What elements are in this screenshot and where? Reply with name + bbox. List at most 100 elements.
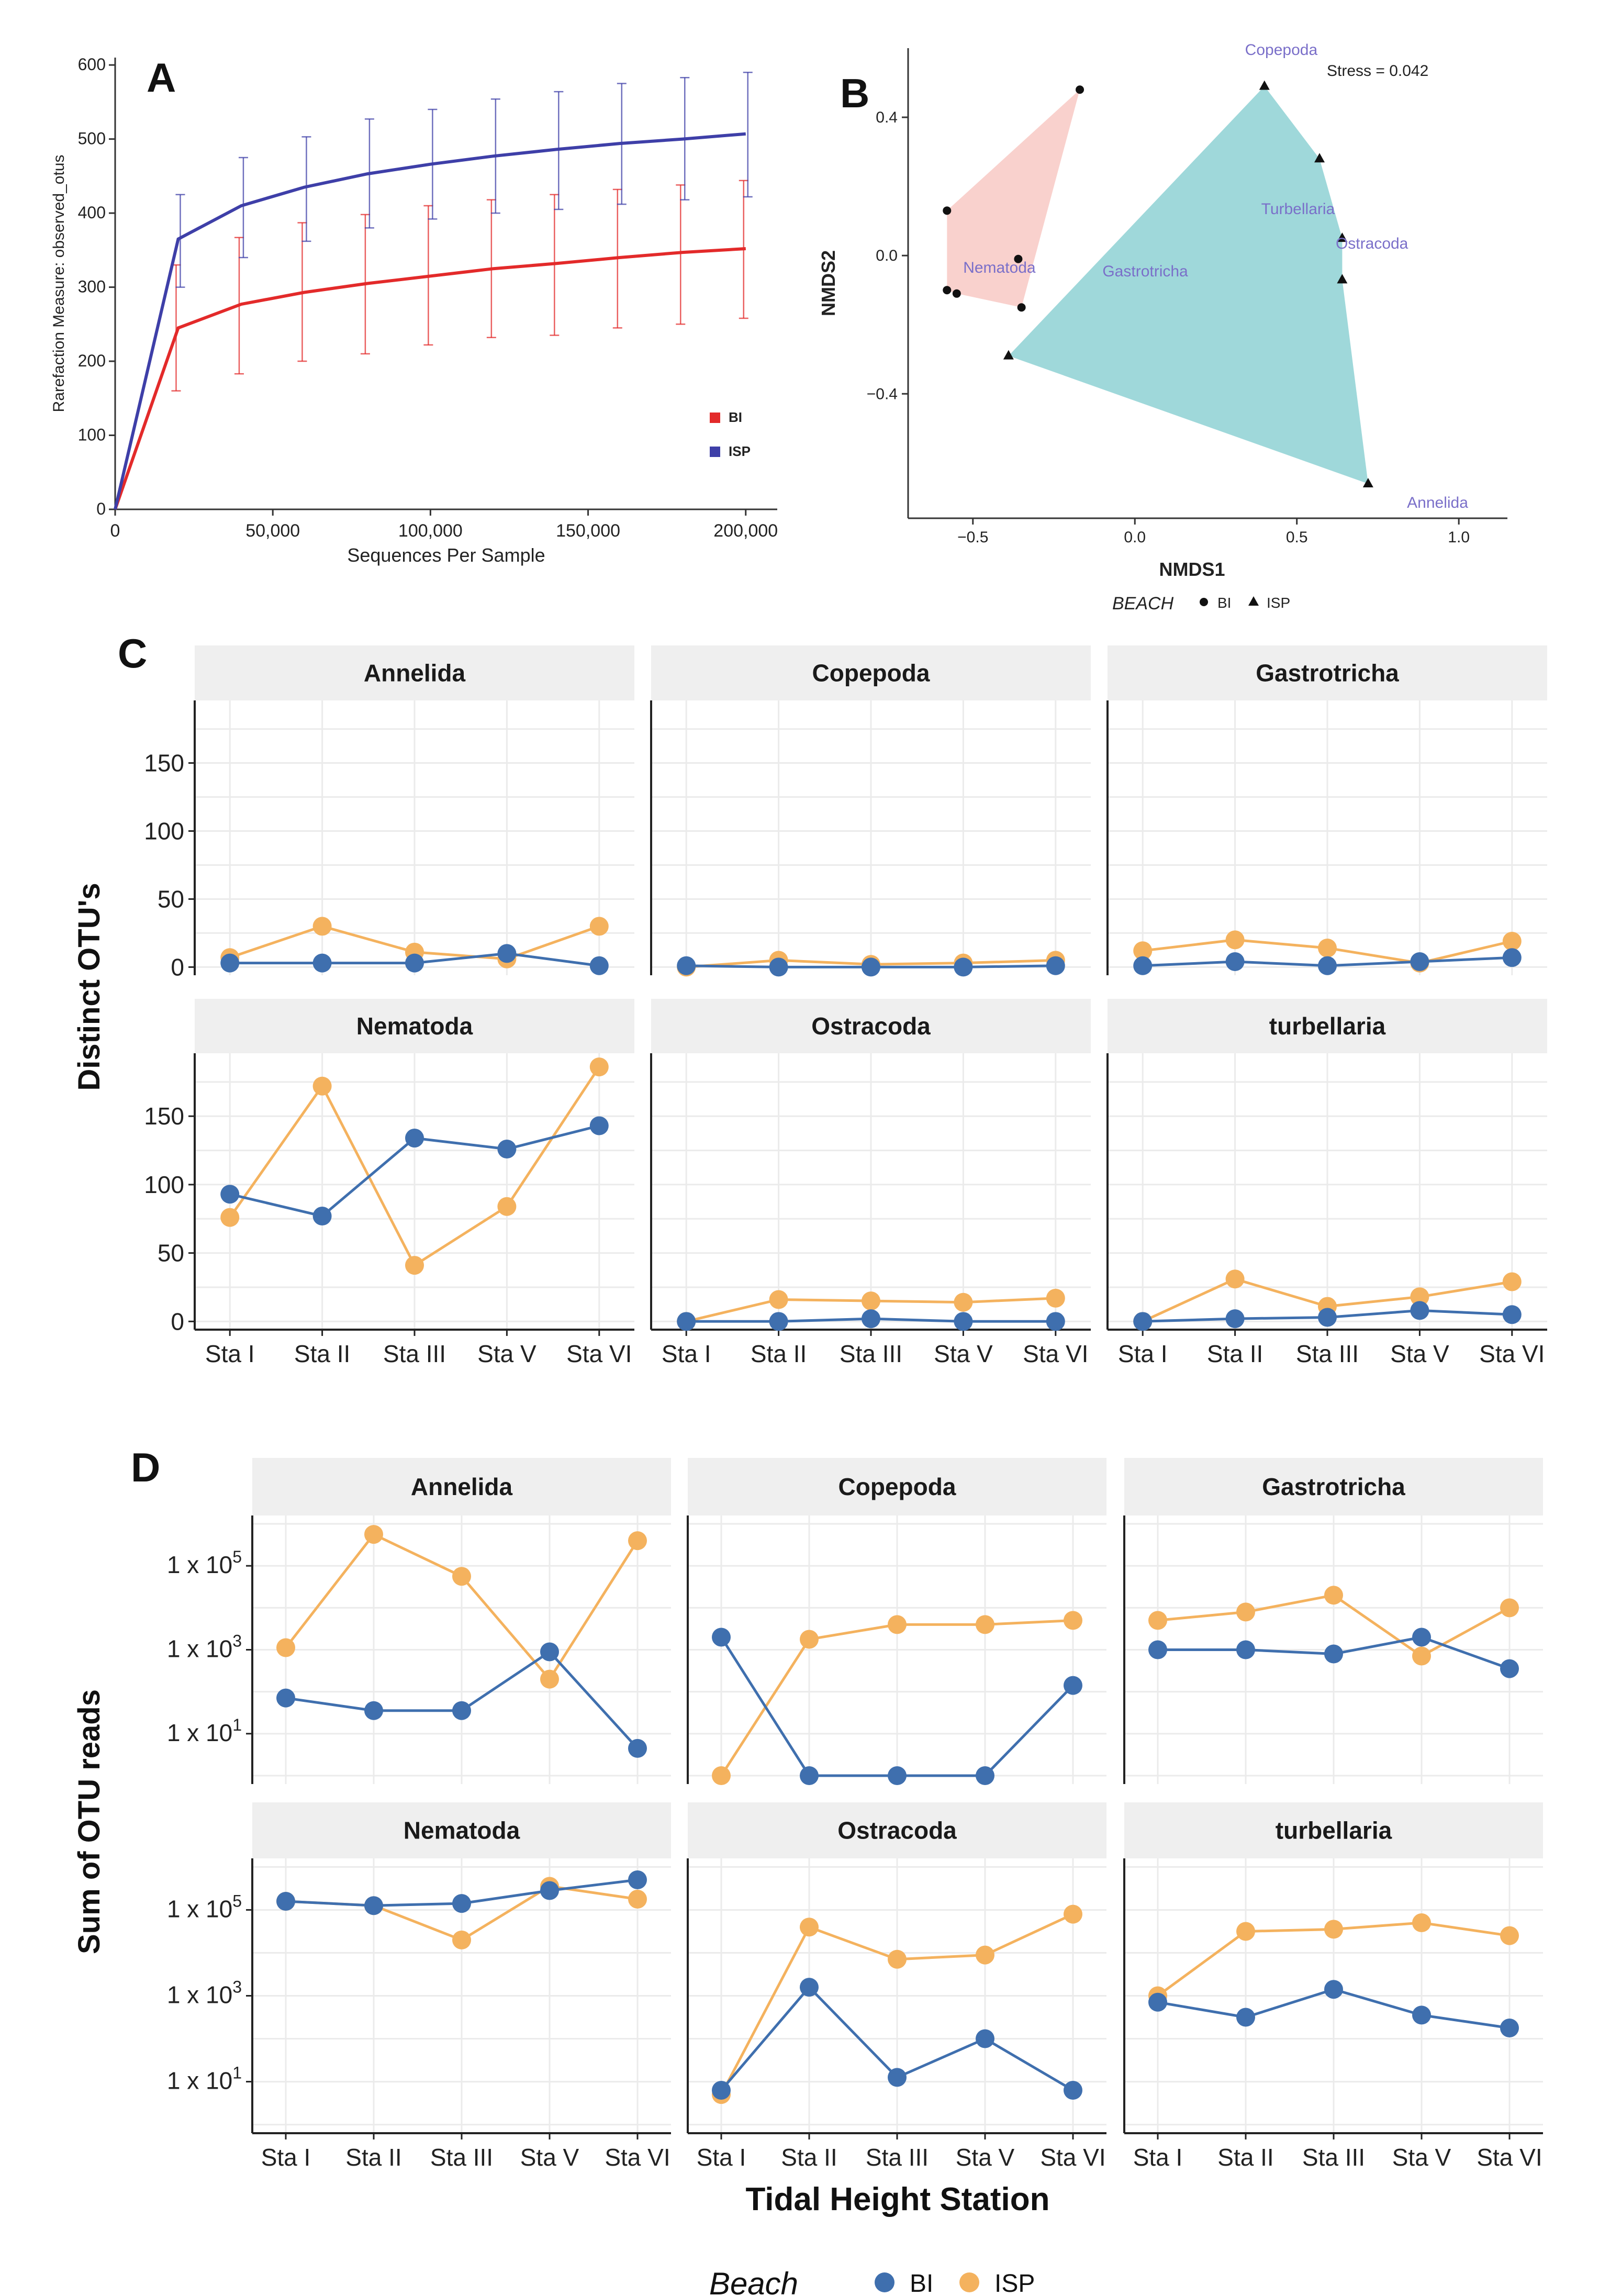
facet-point-bi bbox=[712, 2080, 731, 2100]
panel-b-point-isp bbox=[1337, 232, 1348, 242]
facet-xtick-label: Sta V bbox=[477, 1340, 536, 1367]
facet-title: Annelida bbox=[364, 660, 466, 687]
facet-point-bi bbox=[497, 944, 517, 963]
panel-a-ytick-label: 300 bbox=[78, 277, 106, 296]
panel-d-xlabel: Tidal Height Station bbox=[746, 2181, 1050, 2217]
facet-point-isp bbox=[862, 1291, 880, 1311]
facet-point-isp bbox=[312, 1076, 332, 1096]
facet-point-bi bbox=[220, 1185, 240, 1204]
facet-ostracoda: Ostracoda Sta I Sta II Sta III Sta V Sta VI bbox=[650, 999, 1091, 1367]
panel-b-xtick-label: −0.5 bbox=[957, 529, 988, 546]
facet-point-bi bbox=[405, 1129, 424, 1148]
facet-strip bbox=[252, 1458, 671, 1515]
facet-point-bi bbox=[1502, 948, 1522, 967]
facet-xtick-label: Sta VI bbox=[1477, 2144, 1542, 2171]
facet-point-isp bbox=[1064, 1611, 1082, 1630]
facet-point-bi bbox=[220, 953, 240, 973]
facet-xtick-label: Sta VI bbox=[1040, 2144, 1105, 2171]
panel-b-ytick-label: 0.4 bbox=[876, 109, 898, 126]
panel-a-xtick-label: 200,000 bbox=[713, 521, 778, 541]
panel-b-point-isp bbox=[1314, 153, 1325, 163]
facet-ytick-label: 100 bbox=[144, 1171, 184, 1198]
panel-b-hull-bi bbox=[947, 90, 1080, 308]
ytick-exponent: 1 bbox=[232, 2064, 242, 2082]
facet-xtick-label: Sta I bbox=[261, 2144, 311, 2171]
facet-point-isp bbox=[976, 1615, 994, 1634]
facet-point-isp bbox=[1133, 941, 1153, 961]
facet-point-isp bbox=[1500, 1926, 1519, 1945]
facet-point-bi bbox=[800, 1766, 819, 1785]
facet-strip bbox=[252, 1802, 671, 1858]
facet-point-isp bbox=[1324, 1586, 1343, 1605]
panel-a-legend-label: BI bbox=[729, 409, 742, 425]
panel-a-ytick-label: 100 bbox=[78, 426, 106, 444]
panel-a: 0 100 200 300 400 500 600 0 50,000 100,000 150,000… bbox=[50, 55, 778, 566]
facet-copepoda: Copepoda bbox=[687, 1458, 1106, 1785]
facet-title: Gastrotricha bbox=[1256, 660, 1399, 687]
panel-a-xtick-label: 100,000 bbox=[398, 521, 463, 541]
panel-c: C Annelida 0 50 100 150 Copepoda Gastrotricha Ne… bbox=[72, 630, 1547, 1367]
facet-point-isp bbox=[1410, 1287, 1429, 1307]
facet-xtick-label: Sta II bbox=[751, 1340, 807, 1367]
panel-b-xtick-label: 1.0 bbox=[1448, 529, 1470, 546]
panel-a-ytick-label: 0 bbox=[96, 499, 106, 518]
panel-c-ylabel: Distinct OTU's bbox=[72, 883, 106, 1090]
facet-ostracoda: Ostracoda Sta I Sta II Sta III Sta V Sta VI bbox=[687, 1802, 1106, 2171]
panel-b-taxon-label: Gastrotricha bbox=[1102, 263, 1188, 280]
panel-b-taxon-label: Ostracoda bbox=[1336, 235, 1408, 252]
panel-a-legend-label: ISP bbox=[729, 443, 751, 459]
facet-point-bi bbox=[677, 1312, 696, 1331]
facet-point-isp bbox=[540, 1669, 559, 1689]
beach-legend-key-isp bbox=[959, 2272, 979, 2292]
facet-gastrotricha: Gastrotricha bbox=[1106, 645, 1547, 975]
facet-point-bi bbox=[312, 953, 332, 973]
panel-a-xtick-label: 150,000 bbox=[556, 521, 620, 541]
facet-ytick-label: 150 bbox=[144, 1102, 184, 1130]
ytick-exponent: 1 bbox=[232, 1715, 242, 1734]
panel-b-legend-label-bi: BI bbox=[1217, 595, 1231, 611]
facet-point-bi bbox=[769, 957, 788, 977]
facet-point-bi bbox=[497, 1139, 517, 1158]
ytick-exponent: 3 bbox=[232, 1632, 242, 1651]
facet-xtick-label: Sta III bbox=[430, 2144, 493, 2171]
facet-point-isp bbox=[1412, 1913, 1431, 1933]
panel-b-taxon-label: Turbellaria bbox=[1261, 200, 1335, 218]
panel-d-letter: D bbox=[131, 1444, 160, 1490]
facet-xtick-label: Sta III bbox=[866, 2144, 929, 2171]
ytick-base: 1 x 10 bbox=[167, 1981, 232, 2009]
facet-point-isp bbox=[1412, 1646, 1431, 1666]
facet-point-isp bbox=[452, 1930, 471, 1949]
facet-point-bi bbox=[888, 1766, 907, 1785]
facet-point-bi bbox=[1500, 1659, 1519, 1678]
facet-point-isp bbox=[1148, 1611, 1167, 1630]
facet-point-isp bbox=[1225, 1269, 1245, 1289]
facet-point-isp bbox=[1502, 1272, 1522, 1291]
facet-point-isp bbox=[888, 1949, 907, 1969]
facet-xtick-label: Sta V bbox=[934, 1340, 993, 1367]
panel-b-point-bi bbox=[1017, 303, 1026, 312]
facet-copepoda: Copepoda bbox=[650, 645, 1091, 977]
panel-b-legend-key-bi bbox=[1200, 598, 1208, 606]
facet-xtick-label: Sta VI bbox=[566, 1340, 632, 1367]
facet-xtick-label: Sta V bbox=[956, 2144, 1015, 2171]
facet-title: Copepoda bbox=[838, 1473, 956, 1500]
facet-xtick-label: Sta II bbox=[1217, 2144, 1273, 2171]
panel-a-ylabel: Rarefaction Measure: observed_otus bbox=[50, 155, 68, 413]
panel-b: B −0.4 0.0 0.4 −0.5 0.0 0.5 1.0 NMDS1 NMDS2 Stress… bbox=[818, 41, 1507, 614]
facet-point-bi bbox=[976, 2029, 994, 2048]
panel-b-hull-isp bbox=[1008, 86, 1368, 484]
panel-b-ylabel: NMDS2 bbox=[818, 250, 839, 316]
facet-ytick-label: 1 x 101 bbox=[167, 2064, 242, 2094]
facet-xtick-label: Sta I bbox=[205, 1340, 255, 1367]
facet-point-bi bbox=[276, 1688, 295, 1708]
panel-a-legend-key bbox=[710, 447, 720, 457]
panel-a-ytick-label: 600 bbox=[78, 55, 106, 74]
panel-b-point-bi bbox=[952, 289, 961, 298]
facet-ytick-label: 0 bbox=[171, 953, 184, 980]
facet-ytick-label: 1 x 103 bbox=[167, 1632, 242, 1663]
panel-b-stress: Stress = 0.042 bbox=[1327, 62, 1428, 80]
facet-xtick-label: Sta II bbox=[294, 1340, 350, 1367]
facet-point-bi bbox=[769, 1312, 788, 1331]
panel-b-point-bi bbox=[943, 286, 952, 295]
